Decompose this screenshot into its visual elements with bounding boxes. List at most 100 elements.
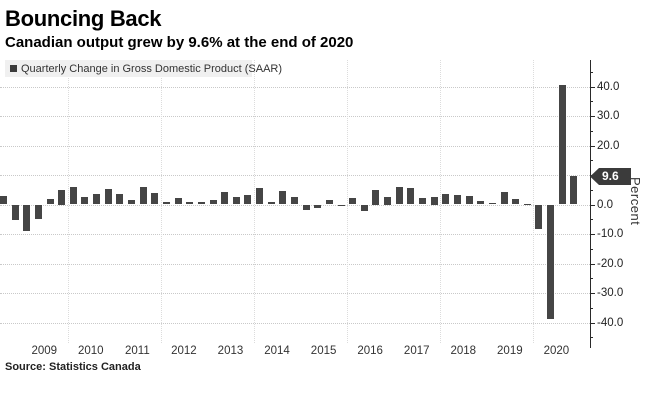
y-tick-label: 0.0	[597, 198, 613, 211]
y-tick-minor	[590, 130, 593, 132]
year-label: 2014	[264, 345, 290, 357]
bar	[116, 194, 124, 205]
v-gridline	[253, 60, 255, 343]
y-tick-major	[590, 145, 595, 147]
y-tick-label: 30.0	[597, 110, 620, 122]
y-tick-minor	[590, 337, 593, 339]
bar	[407, 187, 415, 205]
chart-title: Bouncing Back	[5, 6, 162, 31]
y-tick-minor	[590, 71, 593, 73]
bar	[244, 195, 252, 205]
bar	[34, 204, 42, 219]
bar	[477, 201, 485, 205]
year-label: 2019	[497, 345, 523, 357]
bar	[209, 199, 217, 205]
y-tick-minor	[590, 219, 593, 221]
bar	[58, 189, 66, 205]
bar	[279, 191, 287, 205]
bar	[535, 204, 543, 229]
v-gridline	[533, 60, 535, 343]
bar	[139, 186, 147, 205]
year-label: 2015	[310, 345, 337, 357]
bar	[314, 204, 322, 209]
h-gridline	[0, 234, 590, 235]
bar	[547, 204, 555, 319]
y-tick-label: -40.0	[597, 316, 624, 329]
bar	[302, 204, 310, 211]
y-tick-label: 20.0	[597, 139, 620, 152]
bar	[570, 176, 578, 205]
y-tick-label: -10.0	[597, 228, 624, 240]
y-tick-major	[590, 116, 595, 117]
y-axis-title: Percent	[628, 177, 643, 226]
bar	[232, 196, 240, 205]
bar	[419, 198, 427, 205]
y-tick-label: -20.0	[597, 257, 624, 270]
year-label: 2016	[357, 345, 383, 357]
y-tick-major	[590, 263, 595, 265]
year-label: 2020	[543, 345, 570, 357]
y-tick-label: 40.0	[597, 80, 620, 93]
chart-subtitle: Canadian output grew by 9.6% at the end …	[5, 34, 354, 51]
year-label: 2010	[78, 345, 104, 357]
bar	[337, 204, 345, 206]
bar	[104, 188, 112, 205]
bar	[360, 204, 368, 212]
y-tick-major	[590, 86, 595, 88]
y-tick-minor	[590, 189, 593, 191]
bar	[197, 201, 205, 205]
year-label: 2012	[171, 345, 197, 357]
y-tick-minor	[590, 307, 593, 309]
y-tick-minor	[590, 278, 593, 280]
y-tick-minor	[590, 248, 593, 250]
bar	[93, 194, 101, 205]
h-gridline	[0, 116, 590, 117]
bar	[128, 200, 136, 205]
legend: Quarterly Change in Gross Domestic Produ…	[5, 60, 282, 77]
v-gridline	[440, 60, 441, 343]
legend-label: Quarterly Change in Gross Domestic Produ…	[21, 62, 283, 75]
source-note: Source: Statistics Canada	[5, 361, 141, 373]
y-tick-major	[590, 234, 595, 235]
bar	[11, 204, 19, 220]
bar	[325, 199, 333, 205]
bar	[151, 192, 159, 205]
bar	[465, 195, 473, 205]
y-tick-major	[590, 293, 595, 294]
year-label: 2011	[124, 345, 150, 357]
bar	[23, 204, 31, 232]
year-label: 2009	[31, 345, 58, 357]
h-gridline	[0, 86, 590, 88]
h-gridline	[0, 175, 590, 176]
v-gridline	[67, 60, 69, 343]
bar	[442, 193, 450, 205]
h-gridline	[0, 322, 590, 324]
last-value-badge: 9.6	[590, 168, 631, 185]
bar	[512, 199, 520, 205]
y-tick-minor	[590, 101, 593, 103]
v-gridline	[160, 60, 162, 343]
bar	[0, 195, 7, 205]
bar	[500, 191, 508, 205]
y-tick-label: -30.0	[597, 287, 624, 299]
bar	[453, 195, 461, 205]
bar	[430, 197, 438, 205]
bar	[69, 187, 77, 205]
bar	[46, 199, 54, 205]
y-axis-line	[590, 60, 591, 348]
year-label: 2017	[403, 345, 430, 357]
bar	[372, 189, 380, 205]
bar	[349, 198, 357, 205]
bar	[558, 85, 566, 205]
year-label: 2013	[217, 345, 244, 357]
h-gridline	[0, 293, 590, 294]
year-label: 2018	[450, 345, 477, 357]
bar	[267, 202, 275, 205]
bar	[384, 197, 392, 205]
y-tick-minor	[590, 160, 593, 162]
v-gridline	[346, 60, 348, 343]
h-gridline	[0, 204, 590, 206]
bar	[174, 198, 182, 205]
